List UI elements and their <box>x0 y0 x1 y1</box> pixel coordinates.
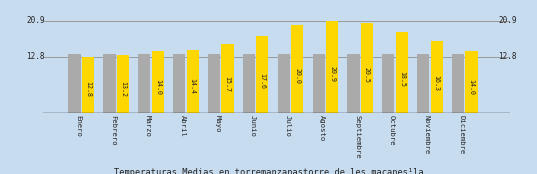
Text: Diciembre: Diciembre <box>459 115 465 155</box>
Text: 12.8: 12.8 <box>498 52 517 61</box>
Bar <box>82 57 94 113</box>
Text: Marzo: Marzo <box>145 115 151 137</box>
Bar <box>186 50 199 113</box>
Text: Temperaturas Medias en torremanzanastorre de les macanes¹la: Temperaturas Medias en torremanzanastorr… <box>114 168 423 174</box>
Text: Agosto: Agosto <box>320 115 325 142</box>
Bar <box>221 44 234 113</box>
Text: 14.4: 14.4 <box>190 78 195 94</box>
Bar <box>291 25 303 113</box>
Bar <box>417 54 430 113</box>
Text: Septiembre: Septiembre <box>354 115 360 159</box>
Text: 15.7: 15.7 <box>224 76 230 92</box>
Bar <box>382 54 395 113</box>
Bar <box>431 41 443 113</box>
Text: 16.3: 16.3 <box>434 75 440 91</box>
Text: Febrero: Febrero <box>110 115 116 146</box>
Text: 20.9: 20.9 <box>498 17 517 25</box>
Bar <box>256 35 268 113</box>
Text: 13.2: 13.2 <box>120 81 126 97</box>
Text: Noviembre: Noviembre <box>424 115 430 155</box>
Text: Abril: Abril <box>180 115 186 137</box>
Bar <box>326 21 338 113</box>
Text: Julio: Julio <box>285 115 291 137</box>
Text: 20.5: 20.5 <box>364 67 370 83</box>
Bar <box>396 31 408 113</box>
Text: Junio: Junio <box>250 115 256 137</box>
Text: 14.0: 14.0 <box>469 79 475 95</box>
Text: Enero: Enero <box>75 115 81 137</box>
Text: 14.0: 14.0 <box>155 79 161 95</box>
Bar <box>138 54 150 113</box>
Text: 20.9: 20.9 <box>26 17 45 25</box>
Text: 12.8: 12.8 <box>85 81 91 97</box>
Bar <box>466 51 477 113</box>
Bar <box>361 23 373 113</box>
Bar <box>208 54 220 113</box>
Bar <box>313 54 325 113</box>
Bar <box>278 54 290 113</box>
Bar <box>117 55 129 113</box>
Bar <box>173 54 185 113</box>
Bar <box>151 51 164 113</box>
Bar <box>103 54 115 113</box>
Text: 20.0: 20.0 <box>294 68 300 84</box>
Bar <box>69 54 81 113</box>
Bar <box>452 54 464 113</box>
Text: 12.8: 12.8 <box>26 52 45 61</box>
Bar <box>243 54 255 113</box>
Text: Mayo: Mayo <box>215 115 221 133</box>
Text: Octubre: Octubre <box>389 115 395 146</box>
Text: 18.5: 18.5 <box>399 71 405 87</box>
Bar <box>347 54 360 113</box>
Text: 17.6: 17.6 <box>259 73 265 89</box>
Text: 20.9: 20.9 <box>329 66 335 82</box>
